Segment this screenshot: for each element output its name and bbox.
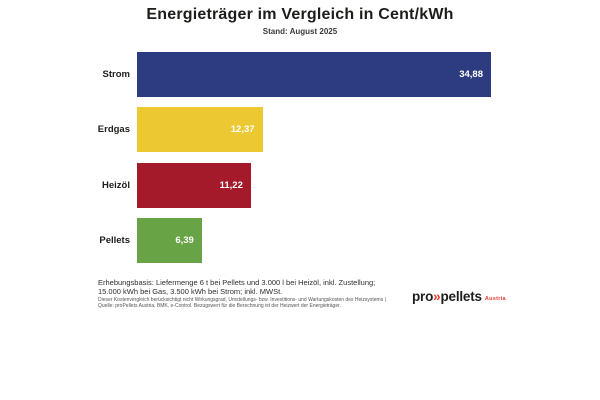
bar-value-heizoel: 11,22 <box>219 180 243 191</box>
logo-text-pellets: pellets <box>440 289 482 304</box>
category-label-strom: Strom <box>102 69 130 80</box>
survey-basis-line2: 15.000 kWh bei Gas, 3.500 kWh bei Strom;… <box>98 287 283 296</box>
survey-basis-text: Erhebungsbasis: Liefermenge 6 t bei Pell… <box>98 278 458 296</box>
category-label-heizoel: Heizöl <box>102 180 130 191</box>
disclaimer-line: Dieser Kostenvergleich berücksichtigt ni… <box>98 297 386 303</box>
chart-row-strom: Strom 34,88 <box>0 52 600 97</box>
chart-row-heizoel: Heizöl 11,22 <box>0 163 600 208</box>
source-line: Quelle: proPellets Austria, BMK, e-Contr… <box>98 302 341 309</box>
chart-row-erdgas: Erdgas 12,37 <box>0 107 600 152</box>
bar-heizoel: 11,22 <box>137 163 251 208</box>
bar-value-erdgas: 12,37 <box>230 124 255 135</box>
bar-value-pellets: 6,39 <box>175 235 194 246</box>
logo-chevrons-icon: » <box>433 289 441 304</box>
survey-basis-line1: Erhebungsbasis: Liefermenge 6 t bei Pell… <box>98 278 376 287</box>
category-label-pellets: Pellets <box>99 235 130 246</box>
category-label-erdgas: Erdgas <box>97 124 130 135</box>
chart-title: Energieträger im Vergleich in Cent/kWh <box>146 6 454 23</box>
bar-pellets: 6,39 <box>137 218 202 263</box>
bar-strom: 34,88 <box>137 52 491 97</box>
logo-text-pro: pro <box>412 289 434 304</box>
chart-row-pellets: Pellets 6,39 <box>0 218 600 263</box>
chart-subtitle: Stand: August 2025 <box>262 27 338 36</box>
logo-region-label: Austria <box>484 296 506 302</box>
bar-chart: Strom 34,88 Erdgas 12,37 Heizöl 11,22 Pe… <box>0 52 600 263</box>
bar-value-strom: 34,88 <box>459 69 483 80</box>
bar-erdgas: 12,37 <box>137 107 263 152</box>
disclaimer-source-text: Dieser Kostenvergleich berücksichtigt ni… <box>98 297 438 309</box>
propellets-austria-logo: pro»pellets Austria <box>412 289 506 304</box>
